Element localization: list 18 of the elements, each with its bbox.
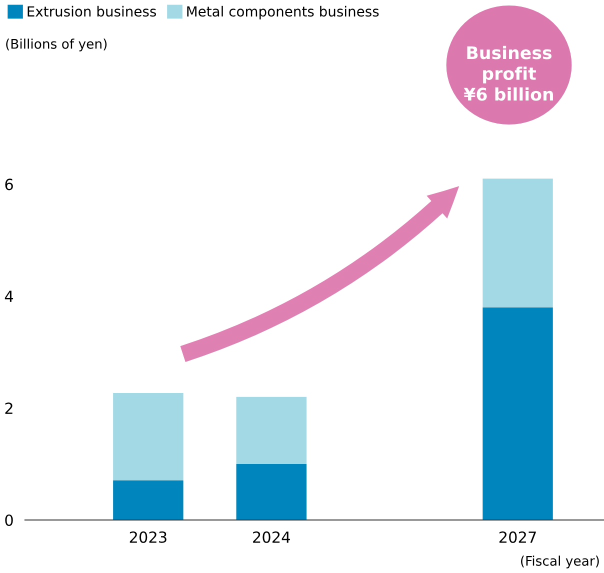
legend-label: Metal components business [187,6,379,20]
y-tick-label: 6 [5,178,13,190]
y-tick-label: 0 [5,514,13,526]
y-tick-label: 2 [5,402,12,414]
x-tick-label: 2027 [499,531,536,543]
x-axis-title: (Fiscal year) [521,556,599,568]
bar [482,178,553,308]
bar [236,464,306,520]
text: (Billions of yen) [6,38,107,52]
y-tick-label: 4 [4,290,14,302]
text: Business profit ¥6 billion [464,46,554,101]
legend-label: Extrusion business [28,6,156,17]
x-tick-label: 2023 [130,531,166,543]
bar [236,396,306,464]
bar [113,392,184,480]
x-tick-label: 2024 [253,531,290,543]
bar [482,307,553,520]
bar [113,480,184,520]
